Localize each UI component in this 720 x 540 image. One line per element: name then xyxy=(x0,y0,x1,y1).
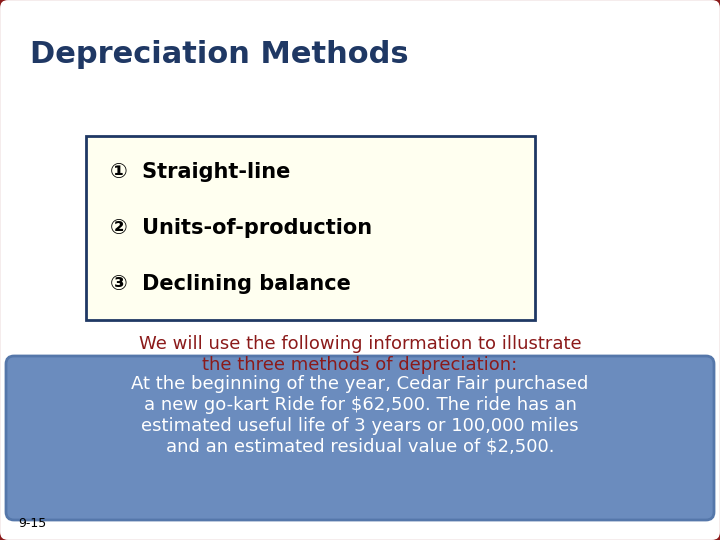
Text: Depreciation Methods: Depreciation Methods xyxy=(30,40,409,69)
FancyBboxPatch shape xyxy=(86,136,535,320)
Text: At the beginning of the year, Cedar Fair purchased
a new go-kart Ride for $62,50: At the beginning of the year, Cedar Fair… xyxy=(131,375,589,455)
Text: ②  Units-of-production: ② Units-of-production xyxy=(110,218,372,238)
FancyBboxPatch shape xyxy=(6,356,714,520)
Text: ①  Straight-line: ① Straight-line xyxy=(110,162,290,182)
Text: We will use the following information to illustrate
the three methods of depreci: We will use the following information to… xyxy=(139,335,581,374)
Text: ③  Declining balance: ③ Declining balance xyxy=(110,274,351,294)
Text: 9-15: 9-15 xyxy=(18,517,46,530)
